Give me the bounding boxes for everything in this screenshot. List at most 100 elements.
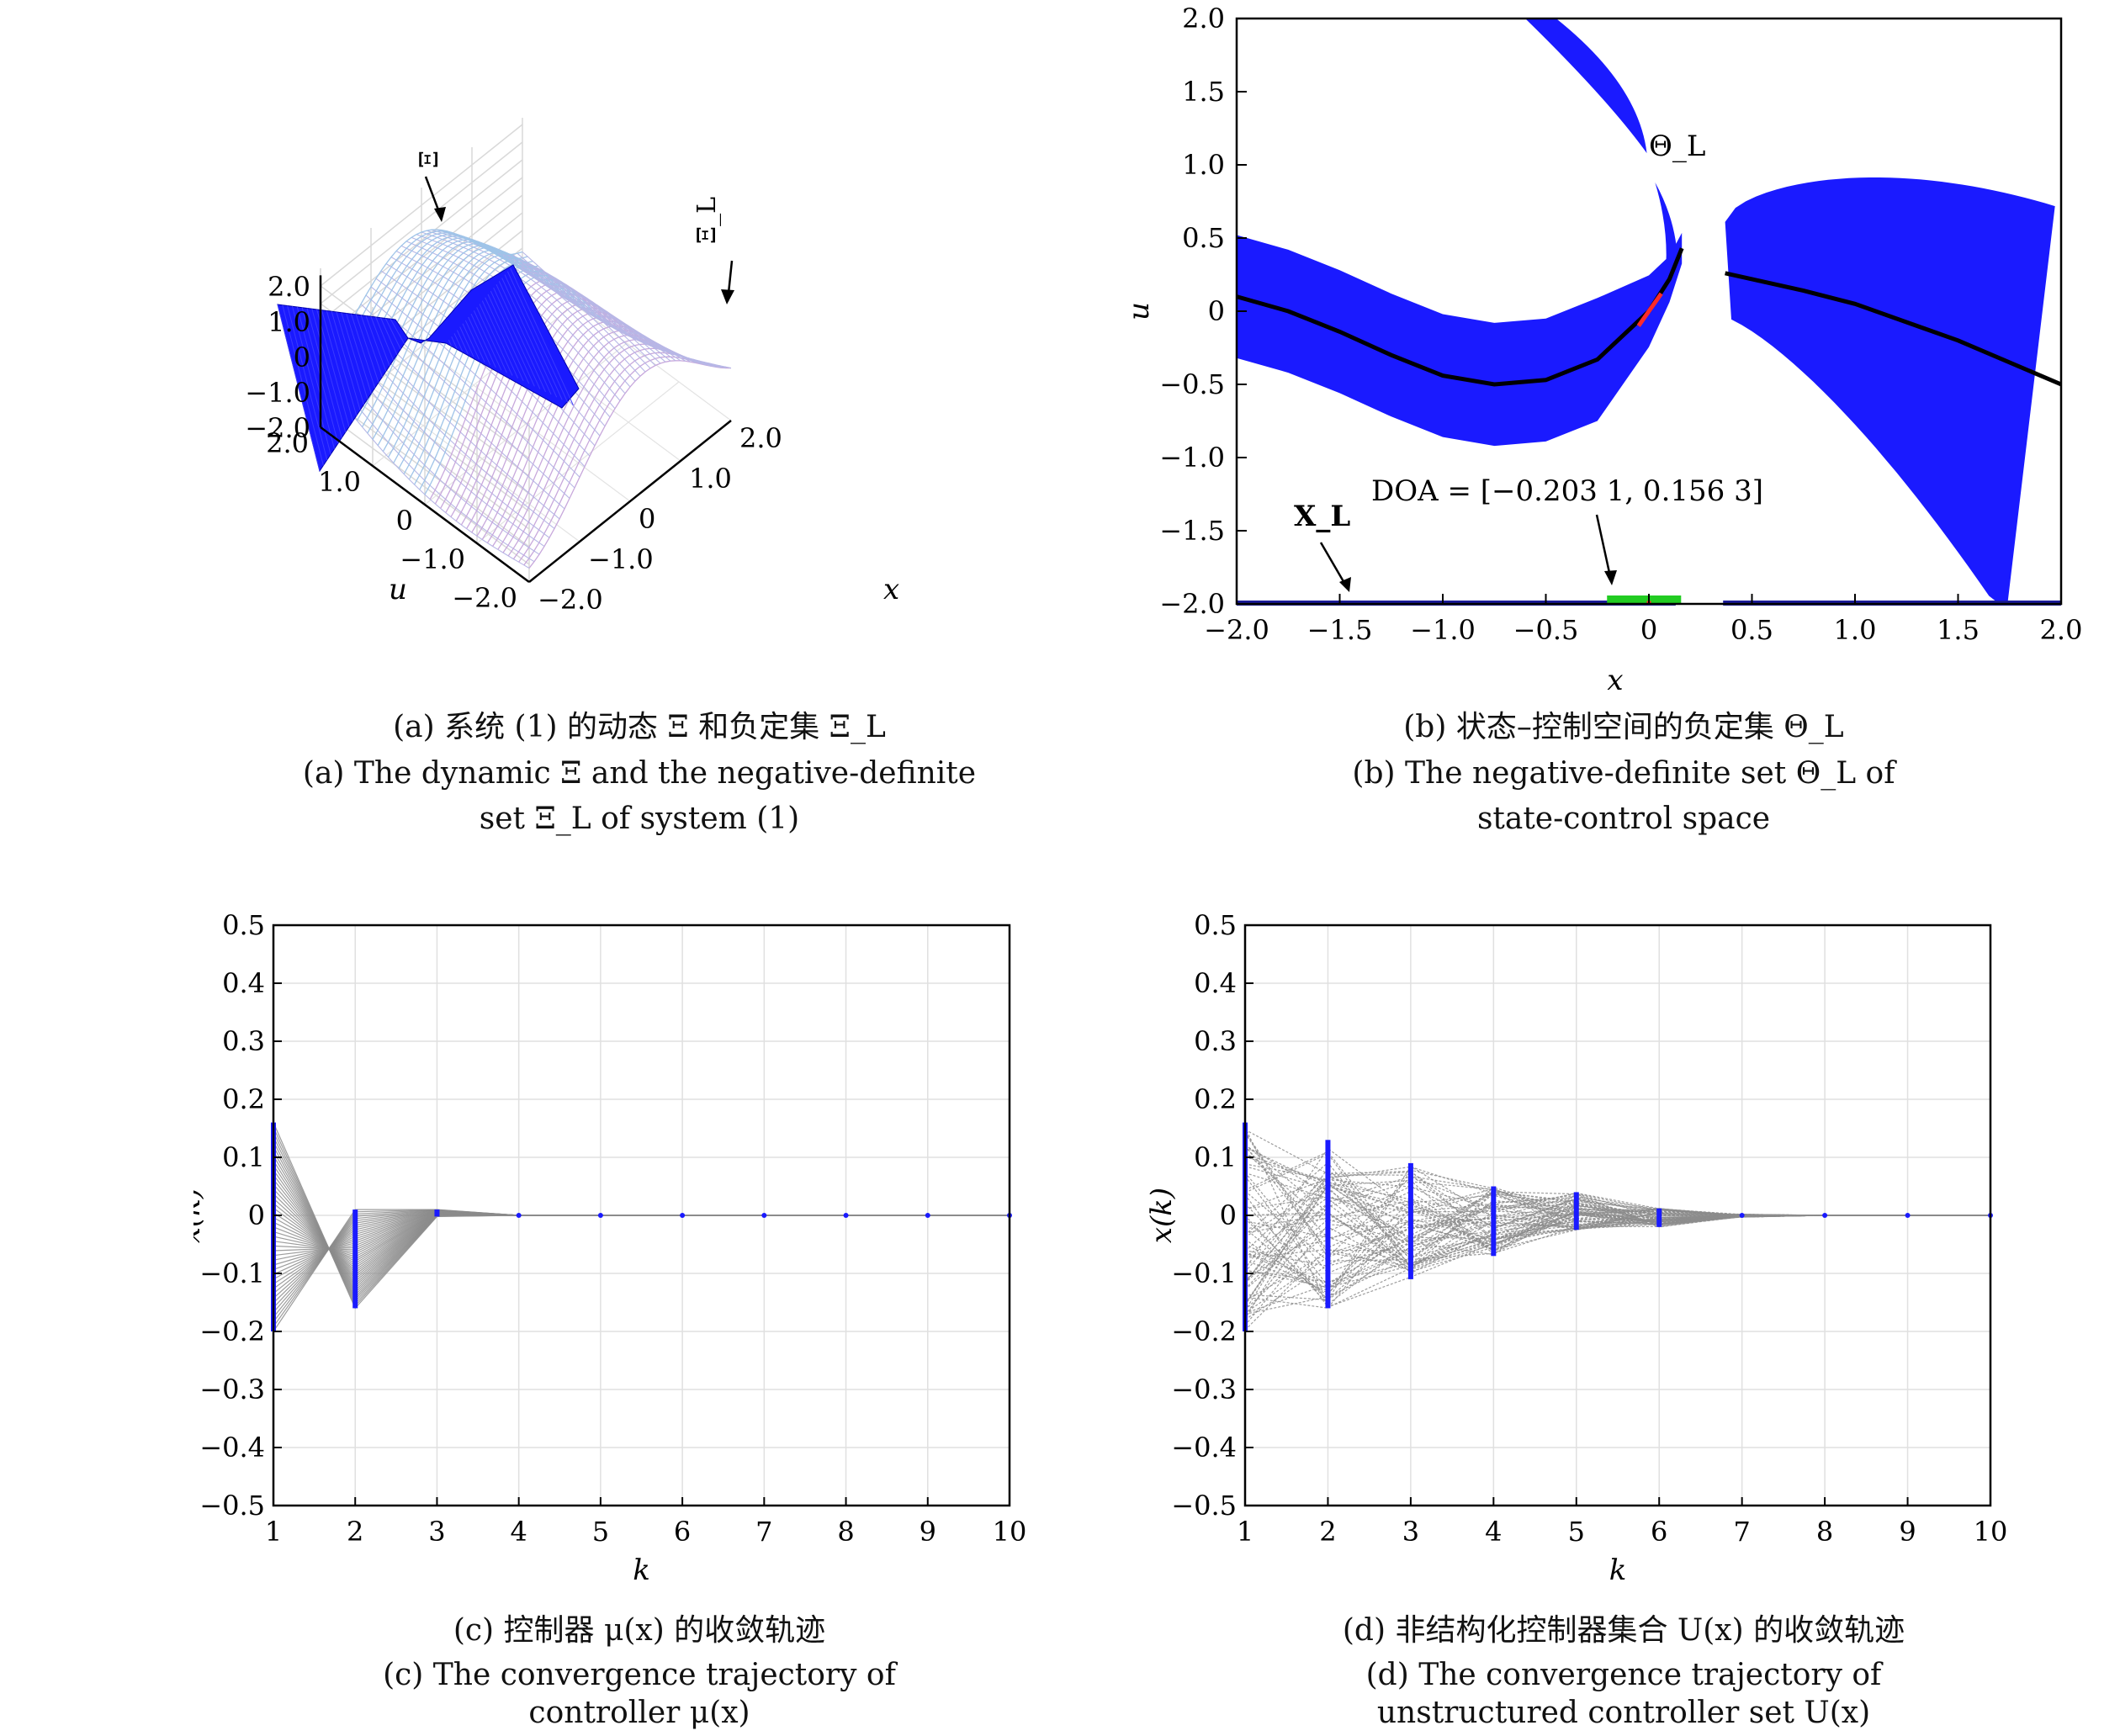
negative-set-hatch: [453, 333, 464, 352]
mesh-line: [426, 230, 636, 382]
x-tick-label: 3: [1402, 1516, 1419, 1548]
negative-set-right: [407, 264, 580, 409]
x-tick-label: 0.5: [1730, 614, 1773, 646]
y-tick-label: 1.0: [1182, 149, 1225, 181]
negative-set-hatch: [481, 300, 519, 378]
trajectory: [1244, 1147, 1990, 1270]
chart-a-arrowhead-xil: [721, 289, 734, 304]
chart-b-curves: [1236, 247, 2062, 604]
state-point-column: [1325, 1140, 1331, 1309]
negative-set-hatch: [456, 330, 469, 355]
trajectories: [1244, 1126, 1990, 1331]
negative-set-hatch: [504, 274, 563, 400]
negative-set-hatch: [493, 287, 541, 389]
x-tick-label: 2.0: [739, 422, 782, 454]
trajectory: [273, 1122, 1010, 1310]
negative-set-hatch: [470, 313, 496, 368]
x-axis-label: k: [633, 1553, 650, 1581]
trajectory: [1244, 1209, 1990, 1290]
x-tick-label: 10: [993, 1516, 1027, 1548]
state-point: [761, 1213, 767, 1218]
negative-set-hatch: [336, 311, 364, 405]
trajectory: [1244, 1193, 1990, 1266]
y-tick-label: 0.5: [222, 909, 265, 941]
negative-set-hatch: [370, 316, 390, 367]
negative-set-hatch: [510, 267, 574, 406]
y-tick-label: −1.5: [1159, 515, 1225, 547]
y-tick-label: −0.2: [199, 1315, 265, 1347]
y-tick-label: 0.3: [1194, 1025, 1237, 1057]
negative-set-hatch: [311, 309, 347, 433]
negative-set-hatch: [355, 314, 379, 383]
x-tick-label: 0: [1640, 614, 1657, 646]
state-point-column: [1656, 1208, 1662, 1227]
chart-b-annotation-theta: Θ_L: [1649, 130, 1705, 163]
negative-set-hatch: [380, 317, 398, 355]
y-tick-label: 0.4: [222, 967, 265, 999]
x-tick-label: 1: [265, 1516, 282, 1548]
y-tick-label: 0: [1208, 295, 1225, 327]
y-tick-label: 0.2: [222, 1083, 265, 1115]
y-tick-label: −0.4: [1171, 1432, 1237, 1463]
negative-set-hatch: [501, 278, 558, 398]
chart-a-xlabel: x: [883, 573, 899, 606]
caption-d-cn: (d) 非结构化控制器集合 U(x) 的收敛轨迹: [1342, 1613, 1905, 1648]
trajectory: [1244, 1129, 1990, 1241]
u-tick-label: −2.0: [452, 582, 517, 614]
chart-b-xlabel: x: [1607, 664, 1623, 697]
trajectory: [1244, 1215, 1990, 1315]
y-tick-label: −0.5: [199, 1490, 265, 1522]
trajectory: [1244, 1132, 1990, 1258]
state-point: [843, 1213, 849, 1218]
state-point: [680, 1213, 686, 1218]
x-tick-label: 10: [1974, 1516, 2008, 1548]
y-tick-label: 1.5: [1182, 76, 1225, 108]
chart-b-ylabel: u: [1122, 302, 1156, 320]
trajectory: [1244, 1193, 1990, 1290]
trajectory: [273, 1211, 1010, 1252]
y-tick-label: −0.4: [199, 1432, 265, 1463]
x-axis-line: [528, 420, 732, 583]
negative-set-hatch: [351, 314, 376, 389]
state-point: [597, 1213, 603, 1218]
z-tick-label: −1.0: [245, 377, 310, 409]
x-axis-label: k: [1609, 1553, 1627, 1581]
chart-b-arrowhead-xl: [1339, 577, 1351, 592]
x-tick-label: 4: [1485, 1516, 1502, 1548]
chart-a-x-ticks: −2.0 −1.0 0 1.02.0: [538, 422, 782, 616]
trajectories: [273, 1122, 1010, 1332]
region-inner-arc: [1655, 182, 1678, 275]
x-tick-label: 8: [837, 1516, 854, 1548]
mesh-line: [517, 252, 727, 369]
negative-set-hatch: [487, 294, 530, 384]
x-tick-label: 2: [1319, 1516, 1336, 1548]
caption-d-en1: (d) The convergence trajectory of: [1365, 1658, 1882, 1692]
u-tick-label: 0: [396, 505, 413, 537]
y-tick-label: 0: [248, 1199, 265, 1231]
u-axis-line: [320, 426, 530, 584]
chart-a-z-ticks: −2.0−1.0 01.02.0: [245, 271, 310, 444]
y-tick-label: 0.5: [1194, 909, 1237, 941]
caption-c-cn: (c) 控制器 μ(x) 的收敛轨迹: [453, 1613, 826, 1648]
y-tick-label: 0.3: [222, 1025, 265, 1057]
state-point: [1739, 1213, 1745, 1218]
y-tick-label: −0.2: [1171, 1315, 1237, 1347]
z-tick-label: −2.0: [245, 412, 310, 444]
negative-set-hatch: [331, 311, 361, 410]
x-tick-label: 2: [347, 1516, 363, 1548]
y-tick-label: −0.1: [199, 1257, 265, 1289]
caption-a-cn: (a) 系统 (1) 的动态 Ξ 和负定集 Ξ_L: [393, 710, 886, 744]
negative-set-hatch: [498, 281, 552, 395]
state-point-column: [1573, 1192, 1579, 1231]
chart-a-arrowhead-xi: [434, 207, 446, 222]
x-tick-label: 1.0: [689, 463, 732, 495]
trajectory: [1244, 1174, 1990, 1306]
negative-set-hatch: [365, 315, 387, 372]
u-tick-label: −1.0: [400, 543, 465, 575]
z-tick-label: 2.0: [268, 271, 310, 303]
negative-set-hatch: [473, 310, 502, 371]
negative-set-hatch: [282, 304, 324, 466]
negative-set-hatch: [490, 290, 535, 387]
x-tick-label: 1: [1237, 1516, 1253, 1548]
chart-a-u-ticks: −2.0 −1.0 0 1.0 2.0: [266, 427, 517, 614]
